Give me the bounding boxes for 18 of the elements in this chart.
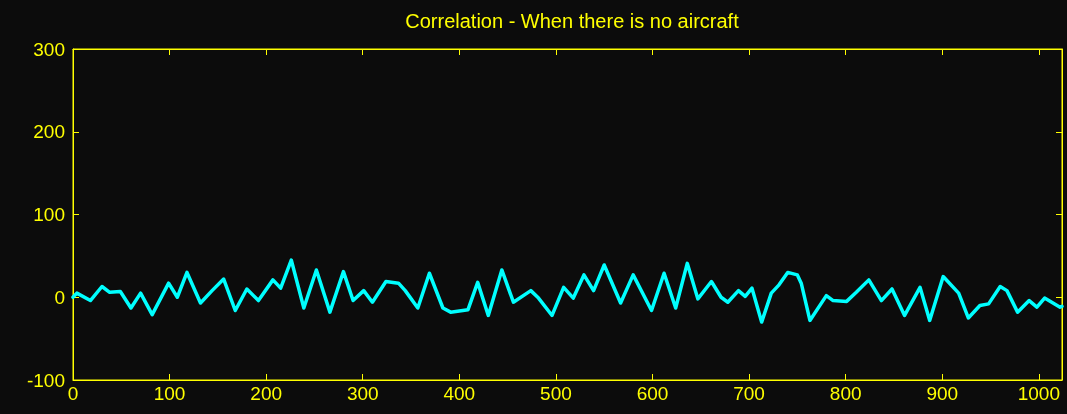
x-tick-label: 0 bbox=[67, 383, 79, 404]
line-series bbox=[71, 258, 1064, 324]
x-tick-label: 300 bbox=[346, 383, 379, 404]
y-tick-label: 100 bbox=[33, 204, 65, 225]
x-tick-label: 200 bbox=[250, 383, 283, 404]
x-tick-label: 400 bbox=[443, 383, 476, 404]
x-tick-label: 500 bbox=[540, 383, 572, 404]
x-tick-label: 900 bbox=[926, 383, 959, 404]
y-tick-label: -100 bbox=[26, 369, 65, 391]
x-tick-label: 1000 bbox=[1017, 383, 1060, 404]
x-tick-label: 800 bbox=[829, 383, 862, 404]
y-tick-label: 0 bbox=[54, 286, 65, 308]
x-tick-label: 100 bbox=[153, 383, 186, 404]
y-tick-label: 200 bbox=[33, 121, 65, 143]
chart-title: Correlation - When there is no aircraft bbox=[405, 10, 740, 32]
x-tick-label: 700 bbox=[733, 383, 765, 404]
x-tick-label: 600 bbox=[636, 383, 669, 404]
y-tick-label: 300 bbox=[33, 38, 65, 60]
